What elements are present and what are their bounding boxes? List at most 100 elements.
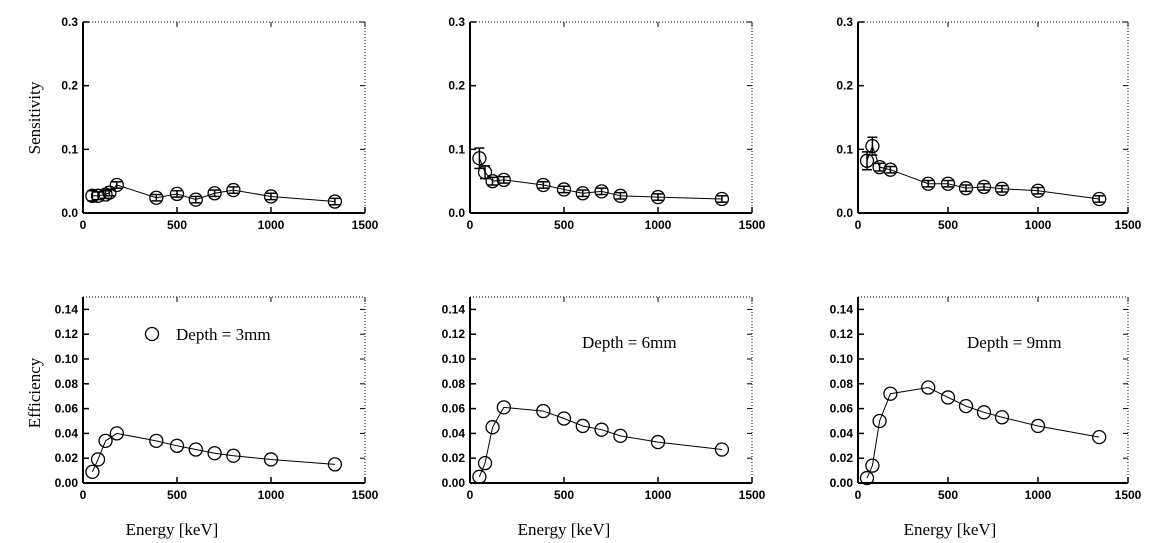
data-point — [496, 172, 511, 188]
data-point — [1030, 183, 1046, 198]
data-point — [263, 452, 279, 467]
y-tick-label: 0.10 — [830, 352, 854, 366]
y-tick-label: 0.00 — [442, 476, 466, 490]
x-tick-label: 1500 — [739, 488, 766, 502]
data-point — [556, 182, 572, 197]
panel-3: 0 500 1000 1500 0.0 0.1 0.2 0.3 — [836, 15, 1141, 232]
x-tick-label: 0 — [80, 488, 87, 502]
sensitivity-row-title: Sensitivity — [25, 81, 44, 154]
y-tick-label: 0.1 — [61, 142, 78, 156]
data-point — [477, 456, 493, 471]
data-point — [613, 188, 628, 203]
y-tick-label: 0.00 — [830, 476, 854, 490]
x-axis-title-3: Energy [keV] — [904, 520, 997, 539]
data-point — [958, 181, 974, 196]
data-point — [226, 182, 241, 198]
legend-marker — [144, 326, 160, 342]
data-point — [994, 181, 1010, 196]
y-tick-label: 0.12 — [830, 327, 854, 341]
y-tick-label: 0.06 — [55, 402, 79, 416]
x-tick-label: 0 — [855, 488, 862, 502]
series-line — [478, 406, 722, 477]
data-point — [472, 469, 487, 484]
x-tick-label: 500 — [554, 218, 574, 232]
x-tick-label: 1500 — [1115, 488, 1142, 502]
y-tick-label: 0.2 — [836, 79, 853, 93]
x-tick-label: 0 — [80, 218, 87, 232]
data-point — [263, 189, 279, 204]
x-tick-label: 500 — [938, 218, 958, 232]
x-tick-label: 500 — [167, 488, 187, 502]
data-point — [90, 452, 106, 467]
y-tick-label: 0.08 — [55, 377, 79, 391]
x-tick-label: 0 — [467, 488, 474, 502]
data-point — [859, 153, 875, 168]
x-tick-label: 1500 — [739, 218, 766, 232]
data-point — [594, 184, 609, 199]
data-point — [921, 176, 936, 191]
data-point — [994, 410, 1010, 425]
data-point — [556, 411, 572, 426]
y-tick-label: 0.02 — [442, 451, 466, 465]
data-point — [650, 189, 666, 205]
legend-label: Depth = 6mm — [582, 333, 677, 352]
x-tick-label: 1000 — [1025, 218, 1052, 232]
data-point — [188, 442, 203, 457]
data-point — [613, 428, 628, 444]
y-tick-label: 0.04 — [442, 426, 466, 440]
data-point — [865, 138, 880, 154]
panel-4: 0 500 1000 1500 0.00 0.02 0.04 0.06 0.08 0.10 0.12… — [55, 296, 379, 502]
data-point — [109, 426, 124, 441]
series-line — [478, 158, 722, 200]
x-tick-label: 500 — [938, 488, 958, 502]
data-point — [188, 192, 203, 207]
data-point — [149, 190, 164, 205]
panel-2: 0 500 1000 1500 0.0 0.1 0.2 0.3 — [448, 15, 765, 232]
x-tick-label: 500 — [167, 218, 187, 232]
x-tick-label: 1000 — [258, 218, 285, 232]
y-tick-label: 0.06 — [442, 402, 466, 416]
data-point — [714, 442, 730, 457]
series-line — [91, 432, 335, 473]
x-tick-label: 1500 — [352, 218, 379, 232]
series-line — [866, 144, 1100, 200]
y-tick-label: 0.1 — [448, 142, 465, 156]
panel-6: 0 500 1000 1500 0.00 0.02 0.04 0.06 0.08 0.10 0.12… — [830, 296, 1142, 502]
y-tick-label: 0.14 — [55, 302, 79, 316]
data-point — [1030, 418, 1046, 434]
y-tick-label: 0.2 — [448, 79, 465, 93]
panel-1: 0 500 1000 1500 0.0 0.1 0.2 0.3 — [61, 15, 378, 232]
y-tick-label: 0.04 — [55, 426, 79, 440]
data-point — [226, 448, 241, 463]
y-tick-label: 0.12 — [442, 327, 466, 341]
efficiency-row-title: Efficiency — [25, 357, 44, 428]
data-point — [714, 191, 730, 207]
y-tick-label: 0.3 — [61, 15, 78, 29]
x-tick-label: 1000 — [645, 488, 672, 502]
x-tick-label: 1500 — [352, 488, 379, 502]
legend-label: Depth = 3mm — [176, 325, 271, 344]
y-tick-label: 0.2 — [61, 79, 78, 93]
x-tick-label: 1000 — [258, 488, 285, 502]
y-tick-label: 0.06 — [830, 402, 854, 416]
x-tick-label: 1500 — [1115, 218, 1142, 232]
x-tick-label: 1000 — [645, 218, 672, 232]
legend-label: Depth = 9mm — [967, 333, 1062, 352]
data-point — [207, 446, 222, 461]
y-tick-label: 0.0 — [61, 206, 78, 220]
x-tick-label: 500 — [554, 488, 574, 502]
data-point — [1092, 191, 1107, 207]
x-tick-label: 0 — [855, 218, 862, 232]
data-point — [650, 434, 666, 450]
data-point — [1092, 429, 1107, 445]
y-tick-label: 0.1 — [836, 142, 853, 156]
y-tick-label: 0.0 — [448, 206, 465, 220]
y-tick-label: 0.08 — [830, 377, 854, 391]
data-point — [85, 464, 100, 479]
data-point — [496, 400, 511, 415]
data-point — [169, 186, 185, 202]
data-point — [872, 413, 887, 429]
y-tick-label: 0.10 — [442, 352, 466, 366]
y-tick-label: 0.08 — [442, 377, 466, 391]
y-tick-label: 0.3 — [836, 15, 853, 29]
